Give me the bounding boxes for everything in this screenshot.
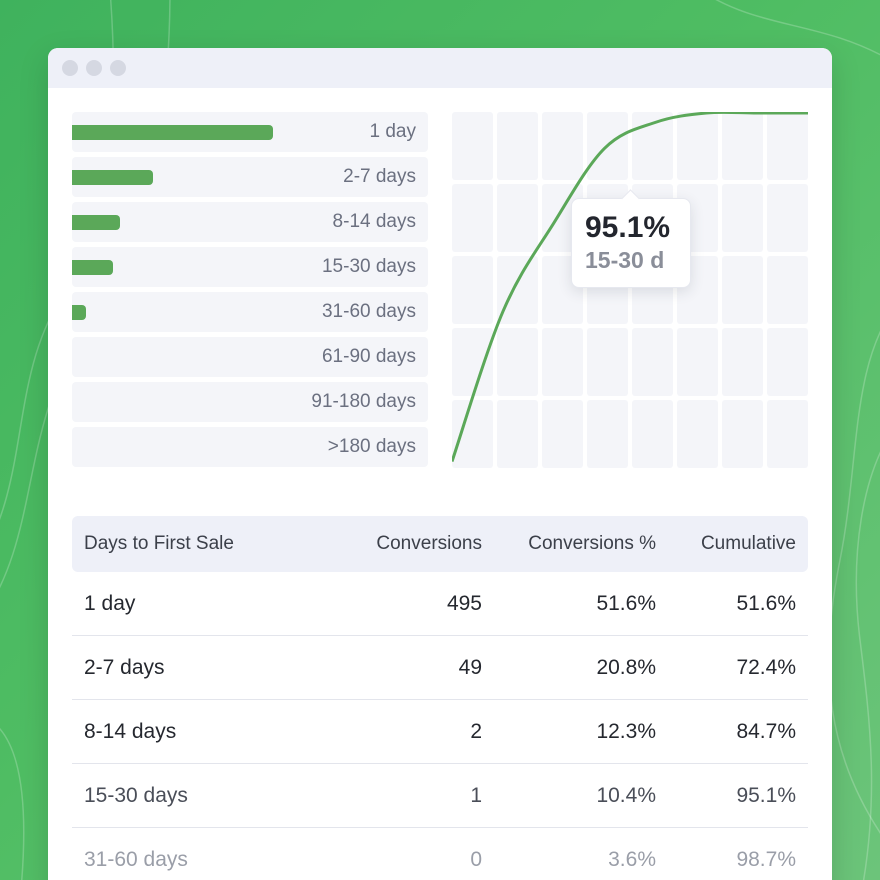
- cell-conversions-percent: 12.3%: [596, 719, 656, 743]
- cell-cumulative: 72.4%: [736, 655, 796, 679]
- cell-days: 31-60 days: [84, 847, 188, 871]
- bar: [72, 170, 154, 185]
- distribution-bar-chart: 1 day 2-7 days 8-14 days 15-30 days 31-60 da…: [72, 112, 428, 472]
- chart-tooltip: 95.1% 15-30 d: [571, 198, 691, 288]
- bar-label: 1 day: [369, 121, 416, 142]
- column-header-cumulative[interactable]: Cumulative: [700, 533, 796, 554]
- grid-cell: [632, 400, 673, 468]
- bar-label: 61-90 days: [321, 346, 416, 367]
- grid-cell: [767, 256, 808, 324]
- bar-row[interactable]: 15-30 days: [72, 247, 428, 287]
- grid-cell: [542, 328, 583, 396]
- tooltip-label: 15-30 d: [585, 247, 665, 273]
- grid-cell: [722, 400, 763, 468]
- grid-cell: [497, 400, 538, 468]
- grid-cell: [497, 256, 538, 324]
- grid-cell: [542, 112, 583, 180]
- grid-cell: [587, 400, 628, 468]
- cell-conversions: 2: [470, 719, 482, 743]
- column-header-conversions-percent[interactable]: Conversions %: [528, 533, 656, 554]
- table-row[interactable]: 8-14 days 2 12.3% 84.7%: [72, 700, 808, 764]
- grid-cell: [767, 184, 808, 252]
- bar-row[interactable]: 91-180 days: [72, 382, 428, 422]
- cell-conversions-percent: 20.8%: [596, 655, 656, 679]
- cell-conversions-percent: 51.6%: [596, 591, 656, 615]
- cell-days: 2-7 days: [84, 655, 165, 679]
- grid-cell: [677, 112, 718, 180]
- bar-label: 15-30 days: [321, 256, 416, 277]
- cell-cumulative: 84.7%: [736, 719, 796, 743]
- table-row[interactable]: 15-30 days 1 10.4% 95.1%: [72, 764, 808, 828]
- grid-cell: [452, 328, 493, 396]
- cell-conversions-percent: 10.4%: [596, 783, 656, 807]
- grid-cell: [677, 328, 718, 396]
- cell-cumulative: 51.6%: [736, 591, 796, 615]
- cell-conversions: 495: [446, 591, 482, 615]
- grid-cell: [677, 400, 718, 468]
- cell-days: 1 day: [84, 591, 136, 615]
- bar-row[interactable]: 1 day: [72, 112, 428, 152]
- cell-conversions-percent: 3.6%: [608, 847, 656, 871]
- window-control-dot[interactable]: [86, 60, 102, 76]
- bar: [72, 260, 113, 275]
- window-control-dot[interactable]: [62, 60, 78, 76]
- grid-cell: [767, 112, 808, 180]
- table-row[interactable]: 2-7 days 49 20.8% 72.4%: [72, 636, 808, 700]
- grid-cell: [767, 400, 808, 468]
- table-row[interactable]: 1 day 495 51.6% 51.6%: [72, 572, 808, 636]
- cell-conversions: 49: [458, 655, 482, 679]
- cumulative-line: [450, 110, 808, 462]
- bar: [72, 305, 87, 320]
- bar-label: >180 days: [327, 436, 416, 457]
- grid-cell: [452, 256, 493, 324]
- bar-row[interactable]: 61-90 days: [72, 337, 428, 377]
- app-window: 1 day 2-7 days 8-14 days 15-30 days 31-60 da…: [48, 48, 832, 880]
- cumulative-line-chart: 95.1% 15-30 d: [450, 110, 808, 468]
- column-header-conversions[interactable]: Conversions: [376, 533, 482, 554]
- grid-cell: [542, 400, 583, 468]
- grid-cell: [497, 328, 538, 396]
- cell-cumulative: 98.7%: [736, 847, 796, 871]
- grid-cell: [452, 184, 493, 252]
- bar: [72, 215, 120, 230]
- table-row[interactable]: 31-60 days 0 3.6% 98.7%: [72, 828, 808, 880]
- cell-cumulative: 95.1%: [736, 783, 796, 807]
- cell-days: 8-14 days: [84, 719, 177, 743]
- grid-cell: [767, 328, 808, 396]
- bar-row[interactable]: 2-7 days: [72, 157, 428, 197]
- cell-days: 15-30 days: [84, 783, 188, 807]
- grid-cell: [722, 184, 763, 252]
- column-header-days[interactable]: Days to First Sale: [84, 533, 234, 554]
- grid-cell: [722, 256, 763, 324]
- bar-row[interactable]: 8-14 days: [72, 202, 428, 242]
- table-header: Days to First Sale Conversions Conversio…: [72, 516, 808, 572]
- cell-conversions: 0: [470, 847, 482, 871]
- conversions-table: Days to First Sale Conversions Conversio…: [72, 516, 808, 880]
- bar-label: 2-7 days: [343, 166, 416, 187]
- grid-cell: [632, 112, 673, 180]
- bar-label: 8-14 days: [332, 211, 416, 232]
- bar-label: 31-60 days: [321, 301, 416, 322]
- grid-cell: [452, 400, 493, 468]
- window-control-dot[interactable]: [110, 60, 126, 76]
- grid-cell: [497, 184, 538, 252]
- grid-cell: [722, 112, 763, 180]
- cell-conversions: 1: [470, 783, 482, 807]
- grid-cell: [587, 328, 628, 396]
- bar-label: 91-180 days: [311, 391, 416, 412]
- grid-cell: [452, 112, 493, 180]
- grid-cell: [722, 328, 763, 396]
- bar: [72, 125, 274, 140]
- tooltip-value: 95.1%: [585, 211, 671, 244]
- grid-cell: [632, 328, 673, 396]
- bar-row[interactable]: >180 days: [72, 427, 428, 467]
- bar-row[interactable]: 31-60 days: [72, 292, 428, 332]
- grid-cell: [497, 112, 538, 180]
- window-titlebar: [48, 48, 832, 88]
- table-body: 1 day 495 51.6% 51.6% 2-7 days 49 20.8% 72.4% 8-…: [72, 572, 808, 880]
